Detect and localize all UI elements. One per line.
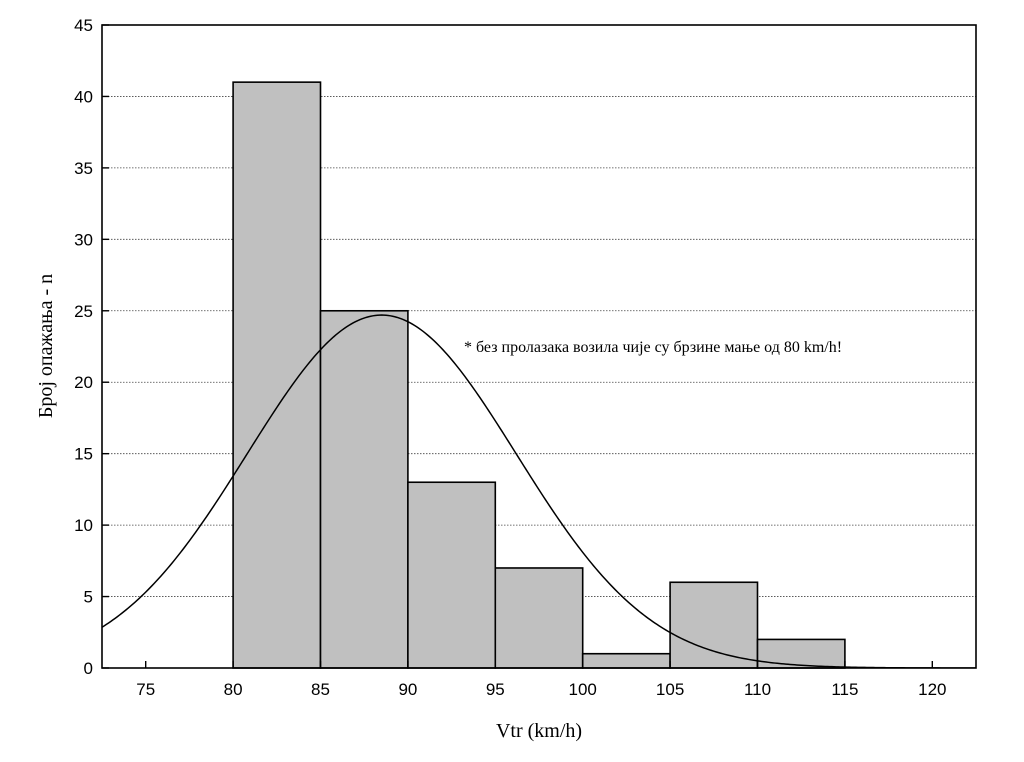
x-tick-label: 95 <box>486 680 505 699</box>
histogram-bar <box>669 581 759 669</box>
y-tick-label: 35 <box>74 159 93 178</box>
x-tick-label: 100 <box>569 680 597 699</box>
x-tick-label: 90 <box>398 680 417 699</box>
histogram-bar <box>581 652 671 669</box>
histogram-bar <box>407 481 497 669</box>
histogram-bar <box>232 81 322 669</box>
x-tick-label: 115 <box>831 680 858 699</box>
x-tick-label: 80 <box>224 680 243 699</box>
y-tick-label: 10 <box>74 516 93 535</box>
x-axis-title: Vtr (km/h) <box>496 720 582 742</box>
x-axis-ticks: 75 80 85 90 95 100 105 110 115 120 <box>136 661 946 699</box>
y-tick-label: 25 <box>74 302 93 321</box>
y-tick-label: 20 <box>74 373 93 392</box>
histogram-bar <box>494 567 584 669</box>
x-tick-label: 85 <box>311 680 330 699</box>
histogram-bar <box>756 638 846 669</box>
x-tick-label: 105 <box>656 680 684 699</box>
fit-curve-path <box>102 314 976 668</box>
y-axis-ticks: 0 5 10 15 20 25 30 35 40 45 <box>74 16 109 678</box>
annotation-text: * без пролазака возила чије су брзине ма… <box>464 339 842 356</box>
y-tick-label: 30 <box>74 230 93 249</box>
histogram-bar <box>319 309 409 669</box>
x-tick-label: 120 <box>918 680 946 699</box>
y-tick-label: 15 <box>74 445 93 464</box>
x-tick-label: 75 <box>136 680 155 699</box>
x-tick-label: 110 <box>744 680 771 699</box>
plot-frame <box>101 24 977 669</box>
normal-fit-curve <box>102 314 976 668</box>
y-axis-title: Број опажања - n <box>35 274 57 418</box>
y-tick-label: 0 <box>84 659 93 678</box>
y-tick-label: 40 <box>74 87 93 106</box>
histogram-bars <box>232 81 846 669</box>
y-tick-label: 5 <box>84 588 93 607</box>
y-tick-label: 45 <box>74 16 93 35</box>
